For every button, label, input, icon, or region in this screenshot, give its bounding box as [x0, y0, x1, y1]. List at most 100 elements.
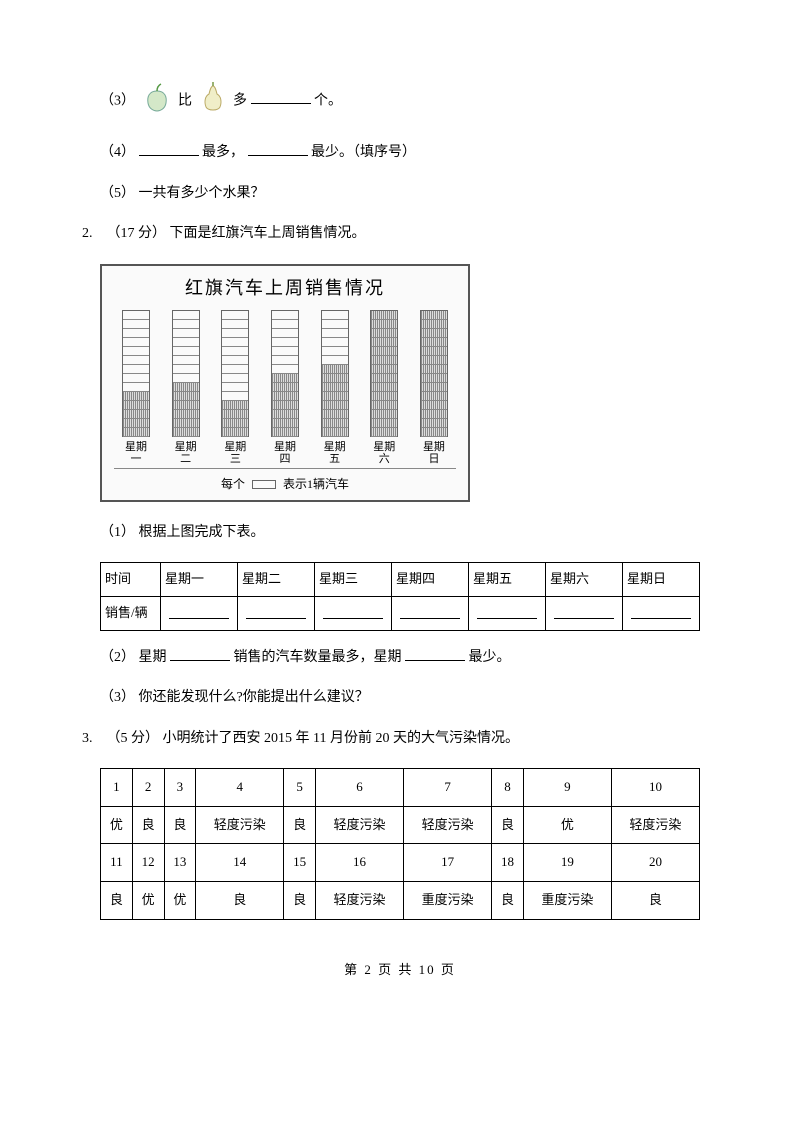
bar-column: 星期一: [118, 310, 154, 465]
footer-c: 页 共: [378, 962, 413, 977]
bar-column: 星期二: [168, 310, 204, 465]
table-row: 销售/辆: [101, 596, 700, 630]
apple-icon: [143, 81, 171, 121]
question-3-header: 3. （5 分） 小明统计了西安 2015 年 11 月份前 20 天的大气污染…: [82, 728, 700, 750]
table-cell: 4: [196, 768, 284, 806]
table-cell[interactable]: [161, 596, 238, 630]
table-cell: 重度污染: [523, 882, 611, 920]
table-cell: 7: [404, 768, 492, 806]
legend-post: 表示1辆汽车: [283, 477, 349, 491]
table-cell[interactable]: [623, 596, 700, 630]
table-cell[interactable]: [392, 596, 469, 630]
question-3: （3） 比 多 个。: [100, 80, 700, 122]
table-cell: 优: [132, 882, 164, 920]
table-cell: 良: [492, 806, 524, 844]
table-cell: 优: [164, 882, 196, 920]
q5-prefix: （5）: [100, 186, 135, 201]
blank-field[interactable]: [170, 645, 230, 661]
table-cell: 16: [316, 844, 404, 882]
pollution-table: 12345678910 优良良轻度污染良轻度污染轻度污染良优轻度污染 11121…: [100, 768, 700, 920]
table-row: 优良良轻度污染良轻度污染轻度污染良优轻度污染: [101, 806, 700, 844]
table-cell: 9: [523, 768, 611, 806]
blank-field[interactable]: [405, 645, 465, 661]
table-header-cell: 星期四: [392, 563, 469, 597]
table-cell: 1: [101, 768, 133, 806]
table-header-cell: 时间: [101, 563, 161, 597]
footer-e: 页: [441, 962, 456, 977]
legend-pre: 每个: [221, 477, 245, 491]
table-cell: 轻度污染: [196, 806, 284, 844]
table-cell: 良: [196, 882, 284, 920]
table-cell: 20: [611, 844, 699, 882]
table-cell: 11: [101, 844, 133, 882]
question-2-1: （1） 根据上图完成下表。: [100, 522, 700, 544]
table-cell[interactable]: [546, 596, 623, 630]
table-cell[interactable]: [315, 596, 392, 630]
blank-field[interactable]: [139, 140, 199, 156]
blank-field[interactable]: [248, 140, 308, 156]
q4-prefix: （4）: [100, 145, 135, 160]
q2-pts: （17 分）: [107, 226, 167, 241]
bar-column: 星期六: [366, 310, 402, 465]
q4-a: 最多，: [202, 145, 244, 160]
chart-title: 红旗汽车上周销售情况: [114, 274, 456, 303]
table-cell[interactable]: [238, 596, 315, 630]
table-cell: 8: [492, 768, 524, 806]
table-header-cell: 星期日: [623, 563, 700, 597]
table-cell: 优: [523, 806, 611, 844]
question-2-2: （2） 星期 销售的汽车数量最多，星期 最少。: [100, 645, 700, 669]
q3-mid: 比: [178, 93, 192, 108]
q5-text: 一共有多少个水果？: [139, 186, 265, 201]
q2-3-prefix: （3）: [100, 690, 135, 705]
q3-mid2: 多: [233, 93, 247, 108]
table-row: 12345678910: [101, 768, 700, 806]
q2-2-c: 最少。: [469, 650, 511, 665]
table-cell: 13: [164, 844, 196, 882]
table-cell: 2: [132, 768, 164, 806]
table-cell: 3: [164, 768, 196, 806]
table-row: 良优优良良轻度污染重度污染良重度污染良: [101, 882, 700, 920]
table-header-cell: 星期五: [469, 563, 546, 597]
table-header-row: 时间星期一星期二星期三星期四星期五星期六星期日: [101, 563, 700, 597]
q2-2-prefix: （2）: [100, 650, 135, 665]
table-cell: 轻度污染: [316, 806, 404, 844]
q3-prefix: （3）: [100, 93, 135, 108]
q2-2-a: 星期: [139, 650, 167, 665]
table-cell: 18: [492, 844, 524, 882]
chart-bars: 星期一星期二星期三星期四星期五星期六星期日: [114, 310, 456, 468]
blank-field[interactable]: [251, 88, 311, 104]
bar-column: 星期三: [217, 310, 253, 465]
q2-1-text: 根据上图完成下表。: [139, 525, 265, 540]
q3-num: 3.: [82, 731, 93, 746]
table-cell[interactable]: [469, 596, 546, 630]
q2-num: 2.: [82, 226, 93, 241]
table-header-cell: 星期二: [238, 563, 315, 597]
table-cell: 轻度污染: [316, 882, 404, 920]
table-cell: 17: [404, 844, 492, 882]
bar-column: 星期日: [416, 310, 452, 465]
table-cell: 15: [284, 844, 316, 882]
q2-1-prefix: （1）: [100, 525, 135, 540]
q3-pts: （5 分）: [107, 731, 160, 746]
q2-2-b: 销售的汽车数量最多，星期: [234, 650, 402, 665]
footer-d: 10: [419, 962, 436, 977]
page-footer: 第 2 页 共 10 页: [100, 960, 700, 981]
question-5: （5） 一共有多少个水果？: [100, 183, 700, 205]
q3-text: 小明统计了西安 2015 年 11 月份前 20 天的大气污染情况。: [163, 731, 519, 746]
table-cell: 19: [523, 844, 611, 882]
question-2-header: 2. （17 分） 下面是红旗汽车上周销售情况。: [82, 223, 700, 245]
table-cell: 良: [284, 882, 316, 920]
table-header-cell: 星期一: [161, 563, 238, 597]
table-header-cell: 星期六: [546, 563, 623, 597]
row-label: 销售/辆: [101, 596, 161, 630]
chart-legend: 每个 表示1辆汽车: [114, 475, 456, 494]
table-cell: 良: [132, 806, 164, 844]
bar-chart: 红旗汽车上周销售情况 星期一星期二星期三星期四星期五星期六星期日 每个 表示1辆…: [100, 264, 470, 502]
table-cell: 重度污染: [404, 882, 492, 920]
table-cell: 良: [492, 882, 524, 920]
table-cell: 10: [611, 768, 699, 806]
table-cell: 12: [132, 844, 164, 882]
question-2-3: （3） 你还能发现什么?你能提出什么建议？: [100, 687, 700, 709]
table-cell: 5: [284, 768, 316, 806]
q2-text: 下面是红旗汽车上周销售情况。: [170, 226, 366, 241]
